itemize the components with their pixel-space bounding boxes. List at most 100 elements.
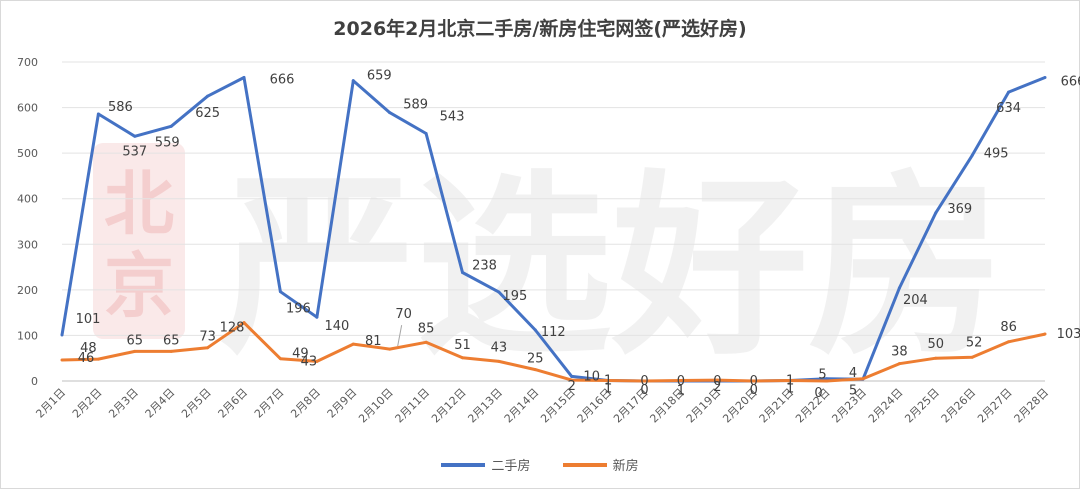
y-tick-label: 0 (31, 375, 38, 388)
legend-swatch-series-2 (562, 462, 607, 467)
data-label: 10 (583, 369, 600, 384)
data-point (679, 379, 683, 383)
y-tick-label: 100 (17, 329, 38, 342)
data-point (169, 124, 173, 128)
data-point (133, 349, 137, 353)
data-label: 52 (966, 335, 983, 350)
data-point (533, 368, 537, 372)
series-line-1 (60, 76, 1046, 383)
data-label: 81 (365, 334, 382, 349)
data-label: 112 (541, 325, 566, 340)
data-label: 43 (301, 354, 318, 369)
data-point (752, 379, 756, 383)
data-point (315, 315, 319, 319)
x-tick-label: 2月28日 (1012, 386, 1052, 426)
data-label: 1 (604, 382, 612, 397)
legend-label-series-2: 新房 (612, 459, 639, 474)
data-point (278, 290, 282, 294)
data-point (133, 134, 137, 138)
data-point (533, 328, 537, 332)
data-point (278, 357, 282, 361)
data-point (970, 355, 974, 359)
data-label: 73 (199, 330, 216, 345)
data-point (715, 378, 719, 382)
data-label: 1 (786, 374, 794, 389)
data-label: 38 (891, 345, 908, 360)
legend-label-series-1: 二手房 (491, 459, 531, 474)
legend: 二手房 新房 (0, 455, 1080, 474)
data-point (497, 290, 501, 294)
data-label: 238 (472, 259, 497, 274)
data-point (970, 153, 974, 157)
y-tick-label: 400 (17, 193, 38, 206)
data-label: 659 (367, 69, 392, 84)
data-label: 196 (286, 302, 311, 317)
data-point (643, 379, 647, 383)
data-point (460, 356, 464, 360)
data-label: 0 (640, 383, 648, 398)
data-point (1007, 340, 1011, 344)
data-label: 1 (786, 382, 794, 397)
data-label: 204 (903, 293, 928, 308)
data-label: 51 (454, 338, 471, 353)
data-point (315, 359, 319, 363)
data-label: 0 (713, 374, 721, 389)
data-label: 128 (220, 321, 245, 336)
data-point (606, 379, 610, 383)
data-label: 625 (195, 106, 220, 121)
data-point (169, 349, 173, 353)
series-line-2 (61, 321, 1046, 383)
data-point (788, 379, 792, 383)
x-tick-label: 2月12日 (429, 386, 469, 426)
data-point (351, 79, 355, 83)
x-tick-label: 2月8日 (288, 386, 323, 421)
data-label: 589 (403, 98, 428, 113)
data-label: 48 (80, 341, 97, 356)
data-point (497, 359, 501, 363)
data-label: 5 (849, 384, 857, 399)
data-point (60, 358, 64, 362)
y-tick-label: 300 (17, 238, 38, 251)
watermark-stamp-text-2: 京 (104, 245, 174, 327)
data-label: 49 (292, 347, 309, 362)
data-point (60, 333, 64, 337)
data-label: 140 (324, 319, 349, 334)
data-label: 2 (713, 380, 721, 395)
data-label: 0 (640, 374, 648, 389)
x-tick-label: 2月2日 (70, 386, 105, 421)
legend-swatch-series-1 (441, 462, 486, 467)
data-point (1007, 90, 1011, 94)
data-label: 666 (270, 72, 295, 87)
data-point (424, 132, 428, 136)
data-point (934, 211, 938, 215)
data-label: 85 (418, 321, 435, 336)
x-tick-label: 2月26日 (939, 386, 979, 426)
data-label: 43 (491, 340, 508, 355)
y-tick-label: 200 (17, 284, 38, 297)
data-point (96, 112, 100, 116)
x-tick-label: 2月4日 (143, 386, 178, 421)
y-tick-label: 700 (17, 56, 38, 69)
data-label: 195 (502, 289, 527, 304)
data-point (242, 75, 246, 79)
data-point (1043, 332, 1047, 336)
x-tick-label: 2月6日 (216, 386, 251, 421)
data-point (897, 362, 901, 366)
data-label: 559 (155, 135, 180, 150)
data-label: 586 (108, 100, 133, 115)
data-point (206, 346, 210, 350)
x-tick-label: 2月13日 (465, 386, 505, 426)
legend-item-series-2: 新房 (562, 455, 639, 474)
data-labels: 1015865375596256661961406595895432381951… (76, 69, 1080, 401)
data-label: 1 (604, 374, 612, 389)
data-label: 25 (527, 352, 544, 367)
data-label: 0 (677, 374, 685, 389)
series (60, 75, 1047, 383)
data-label: 0 (814, 386, 822, 401)
x-tick-label: 2月24日 (866, 386, 906, 426)
data-point (424, 340, 428, 344)
chart-title: 2026年2月北京二手房/新房住宅网签(严选好房) (333, 18, 747, 40)
data-label: 86 (1000, 320, 1017, 335)
x-tick-label: 2月27日 (975, 386, 1015, 426)
